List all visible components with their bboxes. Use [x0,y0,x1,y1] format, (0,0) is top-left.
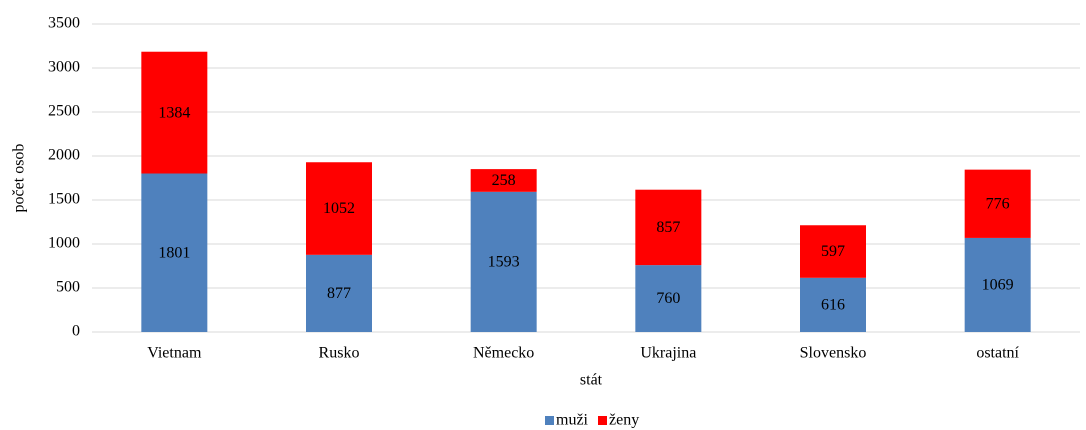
y-tick-label: 3500 [48,15,80,32]
y-tick-label: 3000 [48,59,80,76]
legend-swatch [598,416,607,425]
bar-segment [964,169,1031,238]
bar-segment [635,265,702,332]
data-label: 877 [327,285,351,302]
legend-label: muži [556,412,589,429]
x-axis-label: stát [580,372,603,389]
y-tick-label: 1000 [48,235,80,252]
bar-segment [470,169,537,192]
data-label: 1069 [982,277,1014,294]
bar-segment [800,225,866,278]
bar-segment [800,277,866,332]
y-tick-label: 1500 [48,191,80,208]
bar-segment [964,237,1031,332]
data-label: 1052 [323,200,355,217]
legend-label: ženy [609,412,639,429]
bar-segment [141,51,208,174]
x-tick-label: Německo [473,345,534,362]
bar-segment [141,173,208,332]
bar-segment [635,189,702,266]
data-label: 857 [656,219,680,236]
bar-segment [306,254,372,332]
x-tick-label: Vietnam [147,345,202,362]
data-label: 258 [492,172,516,189]
x-tick-label: Slovensko [800,345,867,362]
legend-swatch [545,416,554,425]
x-tick-label: Rusko [319,345,360,362]
y-tick-label: 2500 [48,103,80,120]
data-label: 1593 [488,254,520,271]
y-tick-label: 500 [56,279,80,296]
y-axis-label: počet osob [11,144,28,213]
data-label: 597 [821,243,845,260]
data-label: 1384 [158,104,190,121]
data-label: 1801 [158,244,190,261]
x-tick-label: Ukrajina [640,345,696,362]
bar-segment [306,162,372,255]
bar-segment [470,191,537,332]
data-label: 760 [656,290,680,307]
x-tick-label: ostatní [976,345,1019,362]
y-tick-label: 2000 [48,147,80,164]
data-label: 616 [821,297,845,314]
y-tick-label: 0 [72,323,80,340]
data-label: 776 [986,195,1010,212]
